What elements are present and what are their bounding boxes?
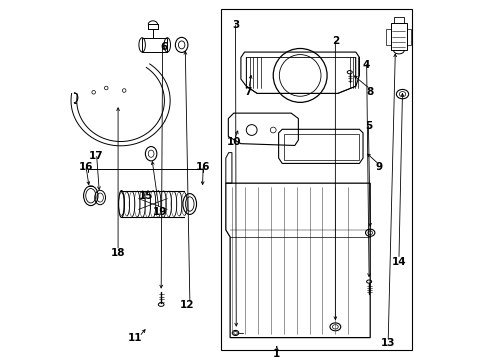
Text: 18: 18 xyxy=(111,248,125,258)
Text: 17: 17 xyxy=(89,151,103,161)
Text: 3: 3 xyxy=(231,20,239,30)
Text: 2: 2 xyxy=(332,36,339,46)
Text: 13: 13 xyxy=(380,338,395,348)
Text: 10: 10 xyxy=(226,137,241,147)
Text: 5: 5 xyxy=(364,121,371,131)
Text: 16: 16 xyxy=(196,162,210,172)
Text: 16: 16 xyxy=(79,162,93,172)
Text: 15: 15 xyxy=(138,191,153,201)
Text: 19: 19 xyxy=(153,207,167,217)
Text: 4: 4 xyxy=(362,60,369,69)
Text: 7: 7 xyxy=(244,87,251,96)
Text: 11: 11 xyxy=(127,333,142,343)
Text: 14: 14 xyxy=(391,257,406,267)
Text: 12: 12 xyxy=(180,300,194,310)
Text: 9: 9 xyxy=(375,162,382,172)
Text: 1: 1 xyxy=(273,349,280,359)
Bar xyxy=(221,9,411,350)
Text: 6: 6 xyxy=(160,42,167,52)
Text: 8: 8 xyxy=(366,87,373,96)
